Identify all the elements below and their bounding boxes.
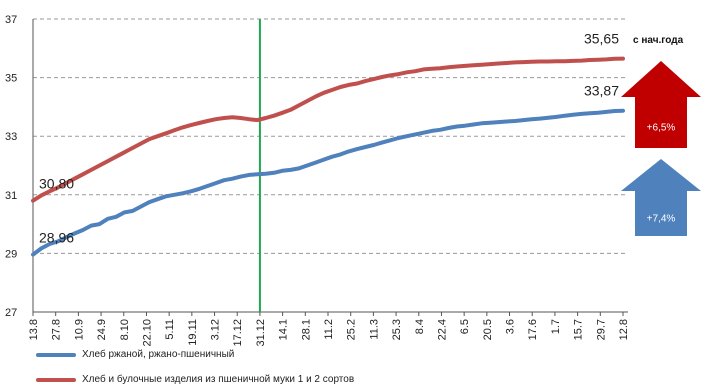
x-tick-label: 25.2 — [346, 319, 358, 340]
x-tick-label: 28.1 — [300, 319, 312, 340]
x-tick-label: 25.3 — [391, 319, 403, 340]
y-tick-label: 29 — [5, 248, 17, 260]
since-start-of-year-label: с нач.года — [633, 35, 684, 46]
series-line-1 — [31, 56, 625, 203]
legend-swatch-blue — [36, 352, 76, 357]
x-axis-ticks: 13.8 27.8 10.9 24.9 8.10 22.10 5.11 19.11 3.12 17… — [28, 312, 630, 347]
x-tick-label: 29.7 — [595, 319, 607, 340]
data-labels: 28,96 33,87 30,80 35,65 — [39, 31, 619, 246]
series-layer — [31, 56, 625, 257]
x-tick-label: 17.6 — [527, 319, 539, 340]
x-tick-label: 14.1 — [278, 319, 290, 340]
legend-item-rye-bread: Хлеб ржаной, ржано-пшеничный — [36, 349, 234, 360]
x-tick-label: 22.4 — [436, 319, 448, 340]
x-tick-label: 24.9 — [96, 319, 108, 340]
up-arrow-icon — [621, 159, 701, 236]
x-tick-label: 3.12 — [210, 319, 222, 340]
arrow-percent-label: +6,5% — [647, 123, 676, 134]
y-tick-label: 37 — [5, 14, 17, 26]
up-arrow-icon — [621, 61, 701, 148]
grid — [32, 18, 628, 313]
y-axis-ticks: 27 29 31 33 35 37 — [5, 14, 17, 319]
x-tick-label: 8.10 — [119, 319, 131, 340]
legend-swatch-red — [36, 377, 76, 382]
x-tick-label: 22.10 — [141, 319, 153, 347]
x-tick-label: 19.11 — [187, 319, 199, 346]
data-label: 28,96 — [39, 230, 74, 246]
x-tick-label: 27.8 — [51, 319, 63, 340]
y-tick-label: 31 — [5, 190, 17, 202]
x-tick-label: 8.4 — [414, 319, 426, 334]
x-tick-label: 1.7 — [550, 319, 562, 334]
legend-label: Хлеб и булочные изделия из пшеничной мук… — [82, 374, 355, 385]
data-label: 35,65 — [584, 31, 619, 47]
y-tick-label: 35 — [5, 73, 17, 85]
legend-label: Хлеб ржаной, ржано-пшеничный — [82, 349, 235, 360]
x-tick-label: 15.7 — [573, 319, 585, 340]
x-tick-label: 11.3 — [368, 319, 380, 340]
x-tick-label: 11.2 — [323, 319, 335, 340]
x-tick-label: 31.12 — [255, 319, 267, 347]
x-tick-label: 17.12 — [232, 319, 244, 347]
y-tick-label: 27 — [5, 307, 17, 319]
x-tick-label: 10.9 — [73, 319, 85, 340]
data-label: 33,87 — [584, 83, 619, 99]
x-tick-label: 5.11 — [164, 319, 176, 340]
arrow-percent-label: +7,4% — [647, 214, 676, 225]
data-label: 30,80 — [39, 176, 74, 192]
x-tick-label: 6.5 — [459, 319, 471, 334]
series-line-0 — [31, 108, 625, 257]
y-tick-label: 33 — [5, 131, 17, 143]
legend-item-wheat-bread: Хлеб и булочные изделия из пшеничной мук… — [36, 374, 354, 385]
x-tick-label: 13.8 — [28, 319, 40, 340]
x-tick-label: 20.5 — [482, 319, 494, 340]
x-tick-label: 3.6 — [505, 319, 517, 334]
annotations: с нач.года +6,5% +7,4% — [621, 35, 701, 236]
x-tick-label: 12.8 — [618, 319, 630, 340]
